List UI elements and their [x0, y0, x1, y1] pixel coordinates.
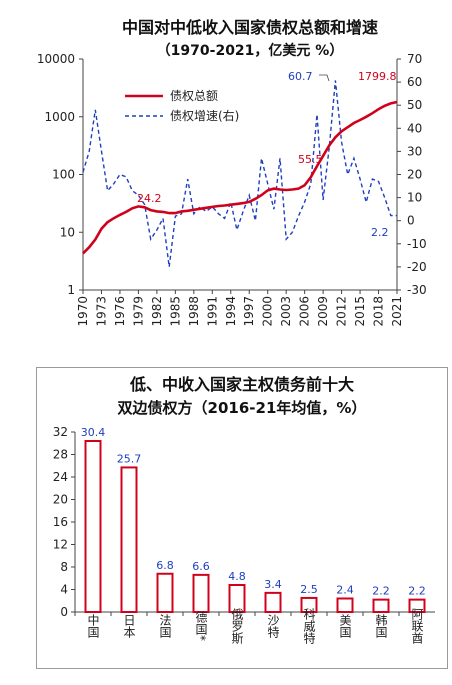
x-tick-label: 1973 — [94, 296, 108, 327]
category-label: 俄罗斯 — [230, 608, 244, 645]
chart-top-creditors: 低、中收入国家主权债务前十大 双边债权方（2016-21年均值，%） 0 4 8 12… — [53, 375, 435, 645]
category-label: 韩国 — [374, 613, 388, 638]
left-y-tick-label: 100 — [52, 168, 75, 182]
chart1-frame — [82, 59, 398, 291]
bar-2 — [156, 572, 174, 613]
category-label: 法国 — [158, 614, 172, 638]
bar-value-label: 2.4 — [336, 584, 354, 597]
left-y-tick-label: 10 — [60, 225, 75, 239]
annotation-60-7: 60.7 — [288, 70, 313, 83]
legend-label-debt-total: 债权总额 — [170, 89, 218, 103]
bar-1 — [120, 466, 138, 613]
chart1-legend: 债权总额 债权增速(右) — [125, 89, 239, 123]
annotation-55-5: 55.5 — [298, 153, 323, 166]
chart2-y-tick-label: 24 — [53, 470, 68, 484]
x-tick-label: 1970 — [76, 296, 90, 327]
bar-4 — [228, 584, 246, 613]
bar-value-label: 4.8 — [228, 570, 246, 583]
chart2-bars: 30.4 25.7 6.8 6.6 4.8 3.4 2.5 2.4 2.2 2.2 — [81, 426, 426, 613]
x-tick-label: 2012 — [335, 296, 349, 327]
x-tick-label: 1982 — [150, 296, 164, 327]
category-label: 美国 — [338, 614, 352, 638]
x-tick-label: 2000 — [261, 296, 275, 327]
bar-value-label: 2.2 — [408, 585, 426, 598]
bar-value-label: 6.6 — [192, 560, 210, 573]
bar-0 — [84, 440, 102, 613]
chart2-y-tick-labels: 0 4 8 12 16 20 24 28 32 — [53, 425, 75, 619]
chart2-subtitle: 双边债权方（2016-21年均值，%） — [118, 399, 367, 417]
bar-7 — [336, 597, 354, 613]
legend-label-debt-growth: 债权增速(右) — [170, 108, 239, 123]
right-y-tick-label: -10 — [407, 237, 427, 251]
left-y-tick-label: 1 — [67, 283, 75, 297]
category-label: 科威特 — [302, 608, 316, 644]
chart-debt-total-growth: 中国对中低收入国家债权总额和增速 （1970-2021，亿美元 %） 1 10 10… — [37, 18, 427, 327]
x-tick-label: 1994 — [224, 296, 238, 327]
x-tick-label: 1979 — [131, 296, 145, 327]
right-y-tick-label: 50 — [407, 98, 422, 112]
bar-value-label: 30.4 — [81, 426, 106, 439]
bar-8 — [372, 598, 390, 613]
series-line-debt-total — [82, 100, 398, 255]
annotation-60-7-leader — [319, 74, 330, 82]
chart1-title: 中国对中低收入国家债权总额和增速 — [122, 18, 378, 37]
chart2-y-tick-label: 32 — [53, 425, 68, 439]
bar-3 — [192, 573, 210, 613]
left-y-tick-labels: 1 10 100 1000 10000 — [37, 52, 83, 297]
right-y-tick-label: 10 — [407, 191, 422, 205]
bar-5 — [264, 591, 282, 613]
chart2-y-tick-label: 0 — [60, 605, 68, 619]
chart2-y-tick-label: 16 — [53, 515, 68, 529]
x-tick-label: 2021 — [390, 296, 404, 327]
chart1-annotations: 24.2 1799.8 60.7 55.5 2.2 — [137, 70, 397, 239]
annotation-1799-8: 1799.8 — [358, 70, 397, 83]
chart-top-creditors-panel: 低、中收入国家主权债务前十大 双边债权方（2016-21年均值，%） 0 4 8 12… — [36, 367, 448, 669]
bar-9 — [408, 598, 426, 613]
bar-value-label: 2.5 — [300, 583, 318, 596]
category-label: 日本 — [122, 614, 136, 639]
category-label: 阿联酋 — [410, 608, 424, 644]
x-tick-label: 2009 — [316, 296, 330, 327]
x-tick-label: 1988 — [187, 296, 201, 327]
bar-6 — [300, 596, 318, 613]
chart2-y-tick-label: 12 — [53, 538, 68, 552]
right-y-tick-label: 0 — [407, 214, 415, 228]
series-line-debt-growth — [82, 80, 397, 267]
bar-value-label: 2.2 — [372, 585, 390, 598]
x-tick-label: 1997 — [242, 296, 256, 327]
chart2-y-tick-label: 28 — [53, 448, 68, 462]
category-label: 沙特 — [266, 614, 280, 638]
x-tick-label: 1991 — [205, 296, 219, 327]
bar-value-label: 6.8 — [156, 559, 174, 572]
category-label: 德国* — [194, 610, 208, 641]
left-y-tick-label: 10000 — [37, 52, 75, 66]
x-tick-label: 2018 — [372, 296, 386, 327]
chart2-category-labels: 中国 日本 法国 德国* 俄罗斯 沙特 科威特 美国 韩国 阿联酋 — [74, 608, 424, 645]
x-tick-label: 2003 — [279, 296, 293, 327]
bar-value-label: 25.7 — [117, 452, 142, 465]
bar-value-label: 3.4 — [264, 578, 282, 591]
right-y-tick-label: 20 — [407, 168, 422, 182]
x-tick-label: 1976 — [113, 296, 127, 327]
right-y-tick-label: 40 — [407, 121, 422, 135]
chart2-y-tick-label: 8 — [60, 560, 68, 574]
right-y-tick-label: 30 — [407, 144, 422, 158]
x-tick-label: 2015 — [353, 296, 367, 327]
left-y-tick-label: 1000 — [44, 110, 75, 124]
x-tick-labels: 1970 1973 1976 1979 1982 1985 1988 1991 1994 1997… — [76, 290, 404, 327]
category-label: 中国 — [86, 613, 100, 638]
right-y-tick-label: -30 — [407, 283, 427, 297]
right-y-tick-label: 70 — [407, 52, 422, 66]
chart2-title: 低、中收入国家主权债务前十大 — [129, 375, 354, 394]
annotation-2-2: 2.2 — [371, 226, 389, 239]
right-y-tick-labels: -30 -20 -10 0 10 20 30 40 50 60 70 — [397, 52, 427, 297]
chart2-y-tick-label: 4 — [60, 583, 68, 597]
chart2-y-tick-label: 20 — [53, 493, 68, 507]
right-y-tick-label: -20 — [407, 260, 427, 274]
x-tick-label: 2006 — [298, 296, 312, 327]
x-tick-label: 1985 — [168, 296, 182, 327]
right-y-tick-label: 60 — [407, 75, 422, 89]
annotation-24-2: 24.2 — [137, 192, 162, 205]
chart1-subtitle: （1970-2021，亿美元 %） — [157, 42, 344, 59]
